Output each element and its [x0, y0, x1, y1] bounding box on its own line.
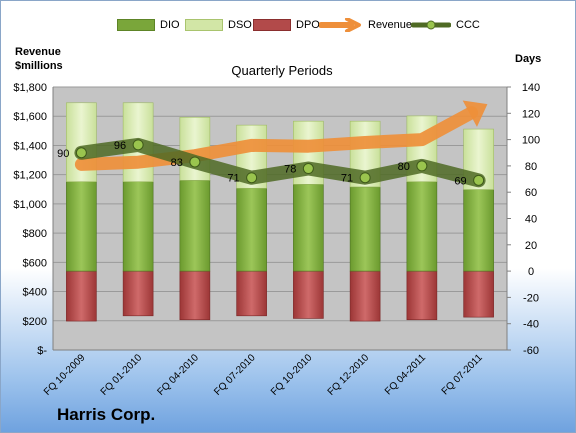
y-left-tick-label: $800	[23, 228, 47, 240]
x-tick-label: FQ 04-2011	[383, 352, 428, 397]
ccc-data-label: 69	[454, 175, 466, 187]
x-tick-label: FQ 07-2011	[440, 352, 485, 397]
bar-dio	[463, 189, 494, 272]
ccc-marker	[302, 163, 314, 175]
revenue-arrowhead	[462, 100, 488, 127]
bar-dpo	[122, 270, 154, 317]
y-left-tick-label: $600	[23, 257, 47, 269]
y-left-tick-label: $1,200	[13, 170, 47, 182]
ccc-marker	[75, 147, 87, 159]
bar-dio	[293, 184, 324, 272]
y-left-tick-label: $1,600	[13, 111, 47, 123]
legend-label-revenue: Revenue	[368, 19, 413, 31]
bar-dpo	[293, 270, 324, 319]
y-right-tick-label: 40	[525, 214, 537, 226]
y-left-tick-label: $200	[23, 316, 47, 328]
legend-item-dso: DSO	[185, 15, 252, 35]
bar-dpo	[179, 270, 211, 321]
ccc-line	[74, 137, 486, 188]
ccc-marker	[132, 139, 144, 151]
y-left-tick-label: $1,800	[13, 82, 47, 94]
ccc-data-label: 83	[171, 157, 183, 169]
bar-dpo	[66, 270, 97, 322]
y-left-axis-title: Revenue $millions	[15, 45, 63, 73]
legend-label-dpo: DPO	[296, 19, 320, 31]
y-right-tick-label: 80	[525, 161, 537, 173]
y-right-tick-label: 100	[522, 135, 540, 147]
ccc-marker	[246, 172, 258, 184]
y-left-tick-label: $1,000	[13, 199, 47, 211]
y-left-tick-label: $400	[23, 287, 47, 299]
y-right-tick-label: 20	[525, 240, 537, 252]
bar-dpo	[236, 270, 267, 317]
ccc-marker	[416, 160, 428, 172]
y-left-tick-label: $-	[37, 345, 47, 357]
legend: DIO DSO DPO Revenue CCC	[1, 15, 575, 35]
ccc-marker	[359, 172, 371, 184]
legend-item-revenue: Revenue	[319, 15, 412, 35]
bar-dpo	[463, 270, 494, 318]
y-right-tick-label: 0	[528, 266, 534, 278]
legend-item-dpo: DPO	[253, 15, 320, 35]
ccc-data-label: 96	[114, 140, 126, 152]
ccc-marker	[473, 174, 485, 186]
legend-item-ccc: CCC	[411, 15, 480, 35]
ccc-data-label: 71	[227, 173, 239, 185]
bar-dio	[179, 180, 211, 272]
legend-ccc-icon	[411, 20, 451, 30]
bar-dio	[122, 181, 154, 272]
legend-label-dio: DIO	[160, 19, 180, 31]
y-left-axis-title-line2: $millions	[15, 60, 63, 72]
chart-title: Quarterly Periods	[231, 63, 333, 78]
bar-dio	[66, 181, 97, 272]
bar-dio	[406, 181, 438, 272]
company-name: Harris Corp.	[57, 405, 156, 424]
legend-item-dio: DIO	[117, 15, 180, 35]
bar-dio	[236, 187, 267, 272]
y-right-tick-label: 60	[525, 187, 537, 199]
legend-label-dso: DSO	[228, 19, 252, 31]
bar-dpo	[349, 270, 381, 322]
legend-arrow-icon	[319, 18, 361, 32]
legend-swatch-dio	[117, 19, 155, 31]
x-tick-label: FQ 01-2010	[99, 352, 145, 398]
y-right-tick-label: -60	[523, 345, 539, 357]
y-right-tick-label: 140	[522, 82, 540, 94]
revenue-line	[74, 106, 479, 171]
y-right-axis-title: Days	[515, 53, 542, 65]
y-right-tick-label: 120	[522, 108, 540, 120]
bar-dio	[349, 186, 381, 272]
ccc-data-label: 71	[341, 173, 353, 185]
x-tick-label: FQ 10-2010	[269, 352, 315, 398]
bar-dpo	[406, 270, 438, 321]
ccc-marker	[189, 156, 201, 168]
legend-swatch-dso	[185, 19, 223, 31]
ccc-data-label: 90	[57, 148, 69, 160]
legend-label-ccc: CCC	[456, 19, 480, 31]
legend-swatch-dpo	[253, 19, 291, 31]
y-left-axis-title-line1: Revenue	[15, 46, 61, 58]
y-right-tick-label: -40	[523, 319, 539, 331]
x-tick-label: FQ 04-2010	[155, 352, 201, 398]
x-tick-label: FQ 10-2009	[42, 352, 88, 398]
y-right-tick-label: -20	[523, 292, 539, 304]
y-left-tick-label: $1,400	[13, 140, 47, 152]
x-tick-label: FQ 07-2010	[212, 352, 258, 398]
x-tick-label: FQ 12-2010	[326, 352, 372, 398]
ccc-data-label: 80	[398, 161, 410, 173]
ccc-data-label: 78	[284, 164, 296, 176]
